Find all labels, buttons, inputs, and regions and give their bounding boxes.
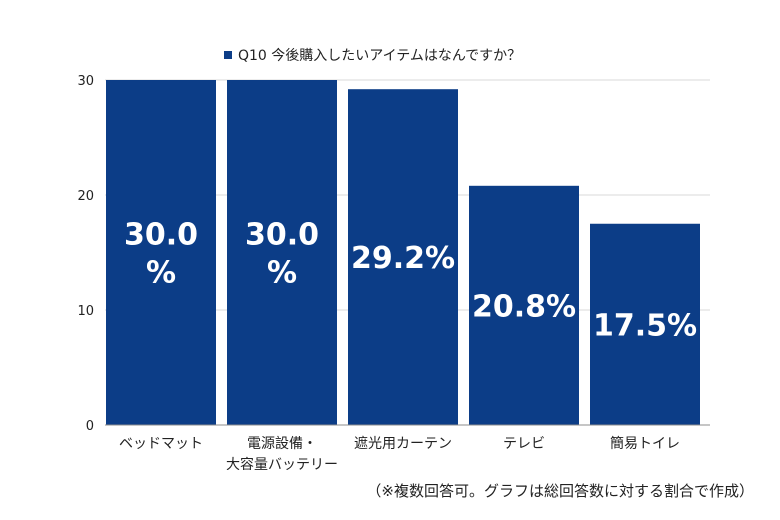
legend-label: Q10 今後購入したいアイテムはなんですか？	[238, 48, 521, 64]
bar-chart: Q10 今後購入したいアイテムはなんですか？ 0 10 20 30 30.0% ベッドマット…	[77, 48, 710, 470]
data-label: 29.2%	[351, 241, 455, 276]
y-tick-label: 30	[77, 74, 94, 89]
bar	[469, 185, 579, 425]
bar	[590, 223, 700, 425]
bar	[106, 80, 216, 425]
bar	[227, 80, 337, 425]
x-tick-label: 簡易トイレ	[610, 436, 680, 452]
footnote: （※複数回答可。グラフは総回答数に対する割合で作成）	[366, 482, 754, 500]
legend-marker	[224, 51, 232, 59]
x-tick-label: 電源設備・	[247, 436, 317, 452]
bar	[348, 89, 458, 425]
data-label: 30.0	[245, 218, 319, 253]
data-label: 20.8%	[472, 289, 576, 324]
x-tick-label: 遮光用カーテン	[354, 436, 452, 452]
y-tick-label: 0	[86, 419, 94, 434]
x-tick-label: テレビ	[503, 436, 545, 452]
x-tick-label: ベッドマット	[119, 436, 203, 452]
y-tick-label: 10	[77, 304, 94, 319]
data-label: 17.5%	[593, 308, 697, 343]
x-tick-label: 大容量バッテリー	[226, 456, 338, 470]
y-tick-label: 20	[77, 189, 94, 204]
data-label: %	[146, 256, 176, 291]
data-label: %	[267, 256, 297, 291]
data-label: 30.0	[124, 218, 198, 253]
